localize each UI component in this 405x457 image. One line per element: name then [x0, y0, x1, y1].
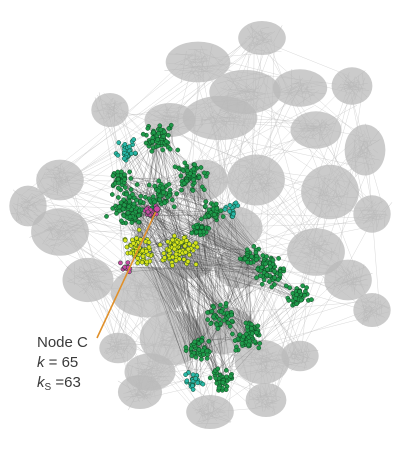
node-c-strength: kS =63 — [37, 373, 88, 393]
node-c-marker — [153, 205, 161, 213]
node-c-degree: k = 65 — [37, 353, 88, 373]
highlighted-module-nodes — [104, 122, 314, 393]
strength-value: =63 — [51, 374, 81, 391]
strength-symbol: k — [37, 374, 45, 391]
degree-symbol: k — [37, 354, 45, 371]
node-c-annotation: Node C k = 65 kS =63 — [37, 333, 88, 393]
degree-value: = 65 — [44, 354, 79, 371]
node-c-pointer-line — [96, 208, 158, 339]
node-c-label: Node C — [37, 334, 88, 351]
strength-subscript: S — [44, 382, 52, 393]
